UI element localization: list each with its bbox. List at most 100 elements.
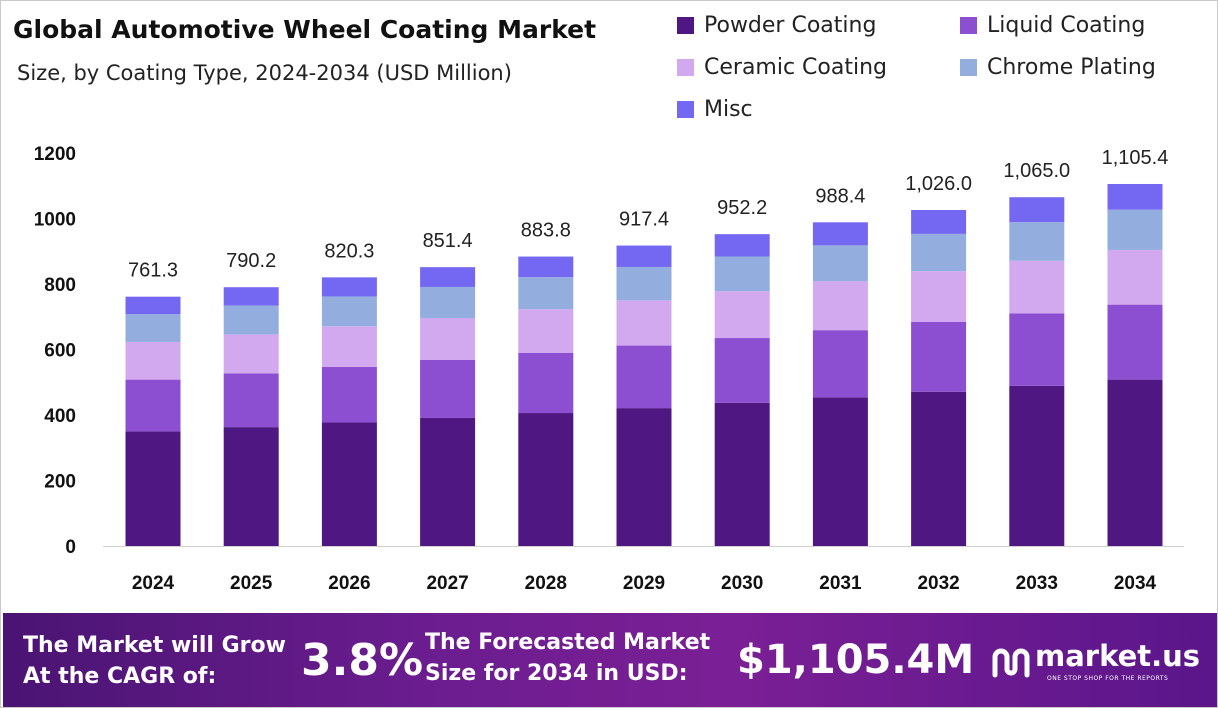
bar-segment-ceramic-coating xyxy=(714,291,770,339)
bar-segment-powder-coating xyxy=(223,427,279,546)
bar-total-label: 883.8 xyxy=(521,220,571,242)
x-tick-label: 2030 xyxy=(721,573,763,594)
forecast-label-line2: Size for 2034 in USD: xyxy=(425,661,688,686)
bar-segment-liquid-coating xyxy=(911,321,967,392)
bar-segment-chrome-plating xyxy=(714,256,770,292)
legend-label-liquid-coating: Liquid Coating xyxy=(987,13,1146,38)
bar-segment-ceramic-coating xyxy=(616,300,672,346)
bar-segment-ceramic-coating xyxy=(518,309,574,353)
bar-segment-liquid-coating xyxy=(518,352,574,414)
bar-total-label: 820.3 xyxy=(324,240,374,262)
cagr-label: The Market will Grow At the CAGR of: xyxy=(23,630,286,692)
chart-subtitle: Size, by Coating Type, 2024-2034 (USD Mi… xyxy=(17,61,512,85)
legend-label-ceramic-coating: Ceramic Coating xyxy=(704,55,888,80)
y-tick-label: 1200 xyxy=(34,144,76,165)
bar-segment-powder-coating xyxy=(518,413,574,546)
bar-total-label: 761.3 xyxy=(128,260,178,282)
bar-segment-misc xyxy=(321,277,377,297)
bar-segment-ceramic-coating xyxy=(321,326,377,367)
bar-segment-chrome-plating xyxy=(911,233,967,272)
bar-segment-misc xyxy=(125,296,181,315)
bar-segment-liquid-coating xyxy=(1009,313,1065,386)
brand-tagline: ONE STOP SHOP FOR THE REPORTS xyxy=(1047,675,1169,682)
bar-segment-liquid-coating xyxy=(714,338,770,403)
bar-segment-powder-coating xyxy=(1107,379,1163,546)
bar-total-label: 988.4 xyxy=(815,185,865,207)
legend-swatch-ceramic-coating xyxy=(677,59,694,76)
bar-segment-powder-coating xyxy=(911,391,967,546)
legend-label-misc: Misc xyxy=(704,97,753,122)
bar-total-label: 952.2 xyxy=(717,197,767,219)
bar-segment-ceramic-coating xyxy=(1107,249,1163,305)
bar-segment-chrome-plating xyxy=(812,245,868,282)
bar-segment-misc xyxy=(714,234,770,257)
bar-segment-chrome-plating xyxy=(223,305,279,335)
bar-segment-powder-coating xyxy=(420,417,476,546)
bar-segment-liquid-coating xyxy=(1107,304,1163,380)
bar-segment-liquid-coating xyxy=(616,345,672,409)
bar-segment-chrome-plating xyxy=(420,286,476,319)
legend-swatch-liquid-coating xyxy=(960,17,977,34)
forecast-label: The Forecasted Market Size for 2034 in U… xyxy=(425,627,710,689)
chart-title: Global Automotive Wheel Coating Market xyxy=(13,15,597,44)
bar-segment-misc xyxy=(518,256,574,278)
y-tick-label: 600 xyxy=(44,341,76,362)
y-tick-label: 1000 xyxy=(34,210,76,231)
legend-swatch-powder-coating xyxy=(677,17,694,34)
bar-segment-ceramic-coating xyxy=(420,318,476,360)
x-tick-label: 2031 xyxy=(819,573,862,594)
bar-segment-misc xyxy=(1009,197,1065,223)
bar-segment-misc xyxy=(911,209,967,234)
x-tick-label: 2032 xyxy=(917,573,959,594)
legend-swatch-chrome-plating xyxy=(960,59,977,76)
legend-item-misc: Misc xyxy=(677,97,753,122)
bar-segment-ceramic-coating xyxy=(125,341,181,380)
bar-segment-liquid-coating xyxy=(223,373,279,428)
bar-total-label: 790.2 xyxy=(226,250,276,272)
bar-segment-chrome-plating xyxy=(125,314,181,342)
bar-chart: 0 200 400 600 800 1000 1200 761.3 2024 790.2 2025 8… xyxy=(34,144,1184,594)
bar-total-label: 1,026.0 xyxy=(905,173,972,195)
bar-segment-misc xyxy=(1107,183,1163,210)
bar-segment-powder-coating xyxy=(812,397,868,546)
bar-total-label: 1,105.4 xyxy=(1102,147,1169,169)
bar-segment-chrome-plating xyxy=(1009,222,1065,261)
bar-segment-chrome-plating xyxy=(616,266,672,301)
bar-segment-chrome-plating xyxy=(1107,209,1163,250)
bar-segment-misc xyxy=(223,287,279,306)
bar-segment-powder-coating xyxy=(1009,385,1065,546)
forecast-value: $1,105.4M xyxy=(737,637,975,683)
bar-total-label: 1,065.0 xyxy=(1003,160,1070,182)
x-tick-label: 2025 xyxy=(230,573,273,594)
y-tick-label: 200 xyxy=(44,472,76,493)
bar-segment-liquid-coating xyxy=(125,379,181,432)
bar-segment-ceramic-coating xyxy=(1009,260,1065,314)
bar-segment-chrome-plating xyxy=(518,277,574,310)
bar-segment-powder-coating xyxy=(714,402,770,546)
cagr-label-line1: The Market will Grow xyxy=(23,633,286,658)
chart-legend: Powder Coating Liquid Coating Ceramic Co… xyxy=(677,13,1217,131)
legend-item-powder-coating: Powder Coating xyxy=(677,13,876,38)
legend-label-powder-coating: Powder Coating xyxy=(704,13,877,38)
bar-segment-misc xyxy=(616,245,672,267)
bar-total-label: 917.4 xyxy=(619,209,669,231)
legend-item-liquid-coating: Liquid Coating xyxy=(960,13,1145,38)
bar-total-label: 851.4 xyxy=(423,230,473,252)
x-tick-label: 2033 xyxy=(1016,573,1058,594)
bar-segment-liquid-coating xyxy=(321,366,377,423)
bar-segment-powder-coating xyxy=(321,422,377,546)
y-tick-label: 0 xyxy=(65,537,76,558)
forecast-label-line1: The Forecasted Market xyxy=(425,630,711,655)
cagr-label-line2: At the CAGR of: xyxy=(23,664,217,689)
legend-swatch-misc xyxy=(677,101,694,118)
x-tick-label: 2024 xyxy=(132,573,175,594)
summary-banner: The Market will Grow At the CAGR of: 3.8… xyxy=(3,613,1217,707)
x-tick-label: 2027 xyxy=(426,573,468,594)
bar-segment-powder-coating xyxy=(616,408,672,546)
bar-segment-liquid-coating xyxy=(812,330,868,398)
x-tick-label: 2026 xyxy=(328,573,370,594)
legend-item-ceramic-coating: Ceramic Coating xyxy=(677,55,887,80)
bar-segment-misc xyxy=(420,267,476,287)
bar-segment-ceramic-coating xyxy=(911,271,967,322)
